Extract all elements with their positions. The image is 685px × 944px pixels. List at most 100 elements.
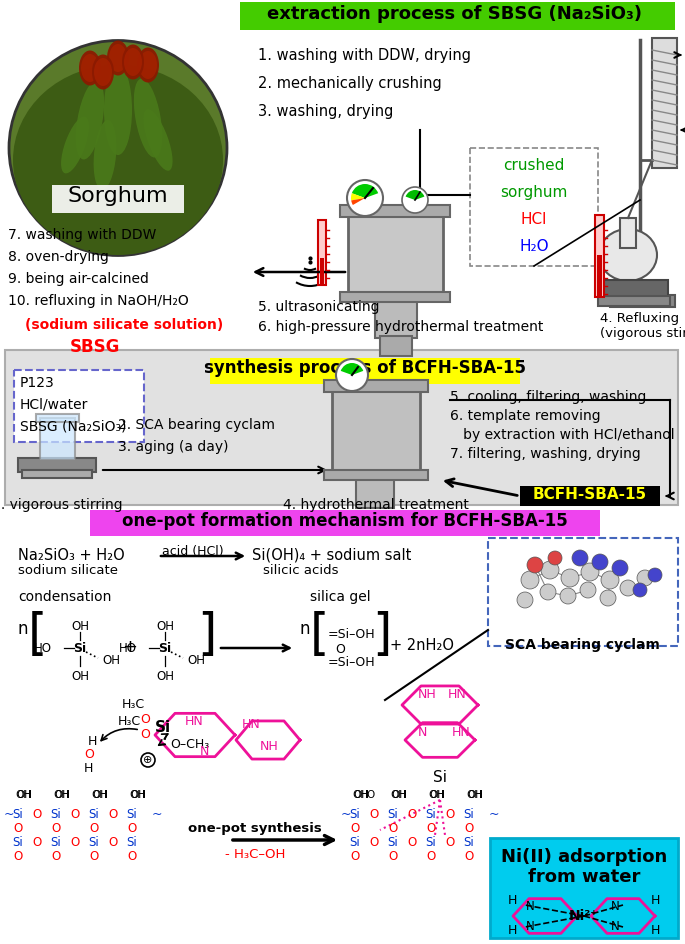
Text: O: O — [445, 836, 454, 849]
Bar — [332, 385, 420, 473]
Text: O: O — [32, 808, 41, 821]
Text: O: O — [388, 822, 397, 835]
Text: Si: Si — [12, 836, 23, 849]
Text: ⊕: ⊕ — [143, 755, 153, 765]
Text: Ni²⁺: Ni²⁺ — [569, 909, 599, 923]
Text: O: O — [89, 822, 99, 835]
Bar — [610, 295, 675, 307]
Bar — [470, 148, 598, 266]
Ellipse shape — [124, 48, 142, 76]
Text: Na₂SiO₃ + H₂O: Na₂SiO₃ + H₂O — [18, 548, 125, 563]
Text: H: H — [650, 923, 660, 936]
Circle shape — [620, 580, 636, 596]
Circle shape — [580, 582, 596, 598]
Circle shape — [336, 359, 368, 391]
Bar — [490, 838, 678, 938]
Text: Si: Si — [88, 808, 99, 821]
Bar — [40, 418, 75, 460]
Text: =Si–OH: =Si–OH — [328, 656, 375, 669]
Text: Si: Si — [464, 808, 475, 821]
Text: - H₃C–OH: - H₃C–OH — [225, 848, 285, 861]
Text: O: O — [464, 850, 473, 863]
Text: OH: OH — [429, 790, 445, 800]
Text: +: + — [122, 638, 137, 656]
Text: SBSG: SBSG — [70, 338, 121, 356]
Text: acid (HCl): acid (HCl) — [162, 545, 224, 558]
Circle shape — [648, 568, 662, 582]
Text: Si: Si — [349, 808, 360, 821]
Ellipse shape — [122, 44, 144, 79]
Text: H₃C: H₃C — [118, 715, 141, 728]
Text: OH: OH — [16, 790, 32, 800]
Text: 7. washing with DDW: 7. washing with DDW — [8, 228, 156, 242]
Text: OH: OH — [15, 790, 31, 800]
Text: crushed: crushed — [503, 158, 564, 173]
Bar — [598, 296, 670, 306]
Wedge shape — [351, 198, 365, 205]
Text: ~: ~ — [152, 808, 162, 821]
Text: P123: P123 — [20, 376, 55, 390]
Text: O: O — [464, 822, 473, 835]
Circle shape — [527, 557, 543, 573]
Ellipse shape — [61, 117, 89, 174]
Text: N: N — [525, 900, 534, 913]
Circle shape — [612, 560, 628, 576]
Text: =Si–OH: =Si–OH — [328, 628, 375, 641]
Text: O: O — [140, 713, 150, 726]
Text: OH: OH — [54, 790, 70, 800]
Text: [: [ — [310, 611, 329, 659]
Text: O: O — [89, 850, 99, 863]
Text: Si: Si — [127, 836, 138, 849]
Ellipse shape — [94, 120, 116, 190]
Bar — [520, 486, 660, 506]
Text: NH: NH — [260, 740, 279, 753]
Wedge shape — [351, 194, 365, 200]
Text: ]: ] — [197, 611, 216, 659]
Text: Si: Si — [88, 836, 99, 849]
Text: 2. mechanically crushing: 2. mechanically crushing — [258, 76, 442, 91]
Text: by extraction with HCl/ethanol: by extraction with HCl/ethanol — [450, 428, 675, 442]
Text: 10. refluxing in NaOH/H₂O: 10. refluxing in NaOH/H₂O — [8, 294, 189, 308]
Text: O: O — [108, 808, 117, 821]
Ellipse shape — [79, 50, 101, 86]
Text: H: H — [508, 894, 516, 906]
Wedge shape — [340, 363, 363, 375]
Text: Si: Si — [12, 808, 23, 821]
Text: 2. SCA bearing cyclam: 2. SCA bearing cyclam — [118, 418, 275, 432]
Text: HCl: HCl — [521, 212, 547, 227]
Bar — [90, 510, 600, 536]
Bar — [600, 280, 668, 298]
Text: HO: HO — [119, 642, 137, 654]
Text: Si: Si — [425, 836, 436, 849]
Text: 6. template removing: 6. template removing — [450, 409, 601, 423]
Text: OH: OH — [71, 670, 89, 683]
Bar — [597, 255, 602, 297]
Text: O: O — [426, 850, 436, 863]
Ellipse shape — [139, 51, 157, 79]
Text: HCl/water: HCl/water — [20, 398, 88, 412]
Circle shape — [141, 753, 155, 767]
Text: ]: ] — [372, 611, 391, 659]
Circle shape — [517, 592, 533, 608]
Text: N: N — [200, 745, 210, 758]
Text: N: N — [610, 920, 619, 934]
Bar — [340, 292, 450, 302]
Text: 4. Refluxing
(vigorous stirring): 4. Refluxing (vigorous stirring) — [600, 312, 685, 340]
Text: OH: OH — [353, 790, 369, 800]
Text: sodium silicate: sodium silicate — [18, 564, 118, 577]
Text: HN: HN — [448, 688, 466, 701]
Text: Si: Si — [388, 808, 399, 821]
Text: ~: ~ — [341, 808, 351, 821]
Text: O: O — [127, 822, 136, 835]
Text: OH: OH — [129, 790, 145, 800]
Ellipse shape — [109, 44, 127, 72]
Bar — [348, 210, 443, 295]
Ellipse shape — [137, 47, 159, 82]
Text: OH: OH — [130, 790, 146, 800]
Text: Si: Si — [73, 642, 86, 654]
Text: O: O — [108, 836, 117, 849]
Circle shape — [633, 583, 647, 597]
Text: H: H — [508, 923, 516, 936]
Circle shape — [540, 584, 556, 600]
Text: O: O — [426, 822, 436, 835]
